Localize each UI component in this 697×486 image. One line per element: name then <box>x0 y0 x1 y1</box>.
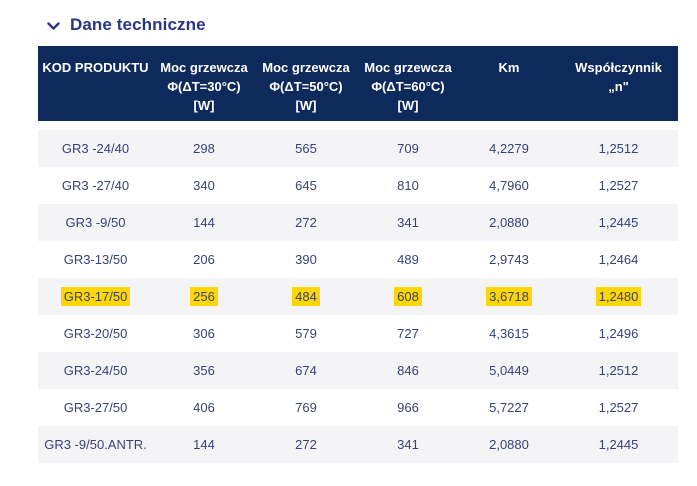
cell-km: 4,2279 <box>489 141 529 156</box>
technical-data-table: KOD PRODUKTU Moc grzewcza Φ(ΔT=30°C) [W]… <box>38 46 678 463</box>
column-header-moc-30: Moc grzewcza Φ(ΔT=30°C) [W] <box>160 60 248 113</box>
cell-moc-30: 298 <box>193 141 215 156</box>
cell-km: 5,7227 <box>489 400 529 415</box>
cell-moc-30: 206 <box>193 252 215 267</box>
cell-moc-30: 406 <box>193 400 215 415</box>
table-row: GR3 -27/40 340 645 810 4,7960 1,2527 <box>38 167 678 204</box>
cell-moc-50: 272 <box>295 437 317 452</box>
cell-n: 1,2496 <box>598 326 639 341</box>
table-row: GR3-13/50 206 390 489 2,9743 1,2464 <box>38 241 678 278</box>
cell-moc-60: 608 <box>357 287 459 306</box>
cell-n: 1,2512 <box>598 141 639 156</box>
cell-n: 1,2480 <box>559 287 678 306</box>
chevron-down-icon[interactable] <box>47 21 60 31</box>
column-header-moc-60: Moc grzewcza Φ(ΔT=60°C) [W] <box>364 60 452 113</box>
cell-n: 1,2445 <box>598 215 639 230</box>
cell-km: 2,0880 <box>489 215 529 230</box>
table-row: GR3-24/50 356 674 846 5,0449 1,2512 <box>38 352 678 389</box>
cell-moc-50: 272 <box>295 215 317 230</box>
cell-km: 4,3615 <box>489 326 529 341</box>
cell-moc-30: 144 <box>193 437 215 452</box>
cell-moc-30: 144 <box>193 215 215 230</box>
cell-n: 1,2512 <box>598 363 639 378</box>
cell-product-code: GR3 -27/40 <box>61 178 130 193</box>
table-row: GR3 -9/50 144 272 341 2,0880 1,2445 <box>38 204 678 241</box>
cell-product-code: GR3-24/50 <box>63 363 128 378</box>
column-header-wspolczynnik: Współczynnik „n" <box>575 60 662 94</box>
cell-moc-60: 810 <box>397 178 419 193</box>
cell-product-code: GR3 -24/40 <box>61 141 130 156</box>
cell-n: 1,2464 <box>598 252 639 267</box>
section-header-dane-techniczne[interactable]: Dane techniczne <box>0 0 206 35</box>
cell-km: 2,0880 <box>489 437 529 452</box>
cell-moc-50: 484 <box>255 287 357 306</box>
column-header-moc-50: Moc grzewcza Φ(ΔT=50°C) [W] <box>262 60 350 113</box>
table-row-highlighted: GR3-17/50 256 484 608 3,6718 1,2480 <box>38 278 678 315</box>
cell-moc-60: 966 <box>397 400 419 415</box>
cell-moc-60: 341 <box>397 215 419 230</box>
column-header-kod-produktu: KOD PRODUKTU <box>42 60 149 75</box>
cell-moc-50: 645 <box>295 178 317 193</box>
table-row: GR3-20/50 306 579 727 4,3615 1,2496 <box>38 315 678 352</box>
cell-n: 1,2527 <box>598 400 639 415</box>
cell-moc-50: 769 <box>295 400 317 415</box>
cell-n: 1,2527 <box>598 178 639 193</box>
cell-product-code: GR3 -9/50 <box>65 215 126 230</box>
cell-moc-30: 306 <box>193 326 215 341</box>
cell-moc-30: 340 <box>193 178 215 193</box>
cell-moc-60: 489 <box>397 252 419 267</box>
cell-moc-50: 565 <box>295 141 317 156</box>
cell-moc-30: 256 <box>153 287 255 306</box>
table-row: GR3-27/50 406 769 966 5,7227 1,2527 <box>38 389 678 426</box>
cell-km: 2,9743 <box>489 252 529 267</box>
table-row: GR3 -9/50.ANTR. 144 272 341 2,0880 1,244… <box>38 426 678 463</box>
section-title: Dane techniczne <box>70 15 206 34</box>
cell-product-code: GR3-20/50 <box>63 326 128 341</box>
cell-product-code: GR3-13/50 <box>63 252 128 267</box>
column-header-km: Km <box>498 60 520 75</box>
table-row: GR3 -24/40 298 565 709 4,2279 1,2512 <box>38 130 678 167</box>
cell-n: 1,2445 <box>598 437 639 452</box>
cell-product-code: GR3-27/50 <box>63 400 128 415</box>
cell-moc-60: 341 <box>397 437 419 452</box>
cell-product-code: GR3 -9/50.ANTR. <box>44 437 147 452</box>
cell-moc-50: 579 <box>295 326 317 341</box>
cell-product-code: GR3-17/50 <box>38 287 153 306</box>
cell-moc-50: 390 <box>295 252 317 267</box>
cell-moc-50: 674 <box>295 363 317 378</box>
cell-km: 3,6718 <box>459 287 559 306</box>
cell-moc-60: 709 <box>397 141 419 156</box>
cell-moc-30: 356 <box>193 363 215 378</box>
table-header-row: KOD PRODUKTU Moc grzewcza Φ(ΔT=30°C) [W]… <box>38 46 678 121</box>
cell-km: 4,7960 <box>489 178 529 193</box>
cell-moc-60: 727 <box>397 326 419 341</box>
cell-km: 5,0449 <box>489 363 529 378</box>
table-body: GR3 -24/40 298 565 709 4,2279 1,2512 GR3… <box>38 130 678 463</box>
cell-moc-60: 846 <box>397 363 419 378</box>
